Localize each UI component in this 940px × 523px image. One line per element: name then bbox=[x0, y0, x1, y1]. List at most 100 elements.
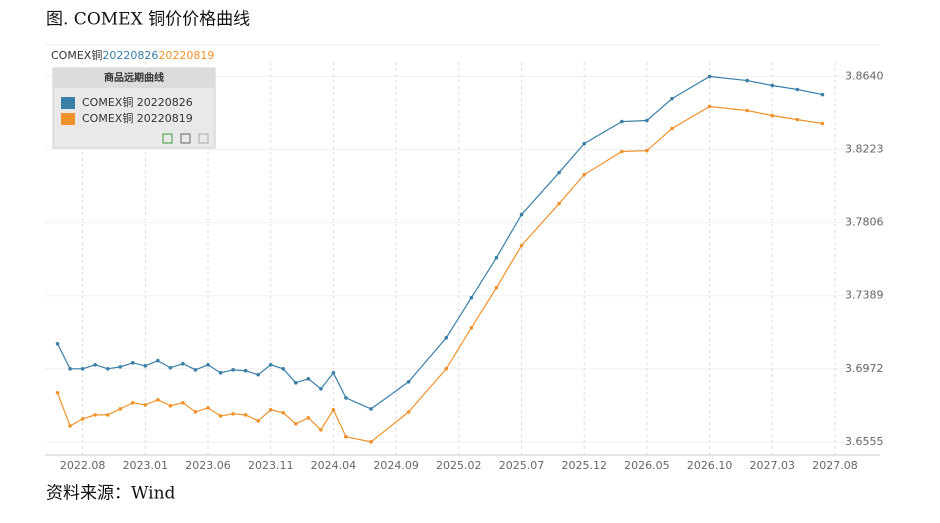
point bbox=[168, 403, 173, 408]
point bbox=[156, 358, 160, 363]
x-tick-label: 2025.02 bbox=[436, 459, 482, 472]
series-line bbox=[56, 105, 823, 443]
point bbox=[281, 410, 286, 415]
point bbox=[243, 368, 248, 373]
x-tick-label: 2022.08 bbox=[60, 459, 106, 472]
point bbox=[68, 366, 72, 371]
y-tick-label: 3.8223 bbox=[845, 143, 884, 156]
point bbox=[795, 87, 800, 92]
point bbox=[745, 78, 750, 83]
point bbox=[645, 118, 649, 123]
point bbox=[143, 364, 148, 368]
y-tick-label: 3.7806 bbox=[845, 216, 884, 229]
x-tick-label: 2027.03 bbox=[750, 459, 796, 472]
point bbox=[494, 285, 499, 290]
point bbox=[181, 400, 185, 405]
point bbox=[444, 335, 449, 340]
point bbox=[105, 413, 110, 417]
point bbox=[670, 96, 674, 101]
point bbox=[406, 379, 411, 384]
point bbox=[268, 362, 273, 367]
point bbox=[93, 362, 97, 367]
point bbox=[331, 407, 336, 412]
point bbox=[293, 422, 298, 426]
point bbox=[319, 386, 323, 391]
point bbox=[306, 376, 311, 381]
point bbox=[268, 407, 273, 412]
point bbox=[118, 365, 123, 369]
point bbox=[80, 417, 85, 421]
point bbox=[181, 361, 185, 366]
point bbox=[118, 407, 123, 411]
point bbox=[770, 113, 775, 118]
point bbox=[306, 416, 311, 420]
point bbox=[344, 396, 348, 400]
point bbox=[557, 170, 561, 175]
point bbox=[243, 413, 248, 417]
plot: 3.6555 3.6972 3.7389 3.7806 3.8223 3.8640 2022… bbox=[45, 62, 884, 472]
point bbox=[369, 440, 373, 444]
point bbox=[80, 366, 85, 371]
point bbox=[820, 92, 825, 97]
legend-header bbox=[53, 68, 215, 88]
point bbox=[519, 243, 524, 248]
header: COMEX铜2022082620220819 bbox=[51, 48, 214, 62]
point bbox=[582, 172, 587, 177]
y-tick-label: 3.8640 bbox=[845, 70, 884, 83]
point bbox=[256, 372, 260, 377]
point bbox=[130, 400, 135, 405]
icon[interactable] bbox=[162, 133, 173, 144]
point bbox=[281, 366, 286, 371]
y-tick-label: 3.7389 bbox=[845, 289, 884, 302]
point bbox=[620, 149, 624, 154]
point bbox=[143, 403, 148, 407]
point bbox=[469, 295, 474, 300]
point bbox=[206, 406, 210, 410]
legend-title: 商品远期曲线 bbox=[104, 71, 164, 84]
x-tick-label: 2025.12 bbox=[561, 459, 607, 472]
point bbox=[494, 255, 499, 260]
point bbox=[331, 371, 336, 375]
chart-title: 图. COMEX 铜价价格曲线 bbox=[46, 10, 250, 30]
point bbox=[406, 410, 411, 414]
point bbox=[319, 427, 323, 432]
point bbox=[645, 148, 649, 153]
legend-items: COMEX铜 20220826 COMEX铜 20220819 bbox=[61, 95, 193, 125]
y-tick-label: 3.6972 bbox=[845, 362, 884, 375]
legend-label: COMEX铜 20220826 bbox=[82, 95, 193, 109]
legend-swatch bbox=[61, 113, 75, 125]
legend-label: COMEX铜 20220819 bbox=[82, 111, 193, 125]
legend: 商品远期曲线 COMEX铜 20220826 COMEX铜 20220819 bbox=[52, 67, 216, 149]
point bbox=[707, 104, 712, 109]
x-tick-label: 2024.09 bbox=[373, 459, 419, 472]
x-tick-label: 2023.01 bbox=[123, 459, 169, 472]
point bbox=[469, 325, 474, 330]
point bbox=[519, 212, 524, 217]
point bbox=[293, 381, 298, 385]
point bbox=[820, 121, 825, 126]
point bbox=[193, 368, 198, 372]
point bbox=[55, 341, 60, 346]
x-tick-label: 2024.04 bbox=[311, 459, 357, 472]
point bbox=[130, 361, 135, 365]
header-prefix: COMEX铜 bbox=[51, 48, 102, 62]
icon[interactable] bbox=[180, 133, 191, 144]
icon[interactable] bbox=[198, 133, 209, 144]
x-tick-label: 2025.07 bbox=[499, 459, 545, 472]
point bbox=[231, 412, 235, 416]
point bbox=[206, 362, 210, 367]
legend-swatch bbox=[61, 97, 75, 109]
point bbox=[344, 434, 348, 439]
y-tick-label: 3.6555 bbox=[845, 435, 884, 448]
point bbox=[193, 410, 198, 414]
series-line bbox=[57, 75, 823, 410]
point bbox=[55, 390, 60, 395]
x-tick-label: 2027.08 bbox=[812, 459, 858, 472]
point bbox=[168, 365, 173, 370]
point bbox=[707, 74, 712, 79]
point bbox=[369, 407, 373, 411]
source: 资料来源：Wind bbox=[46, 484, 176, 504]
point bbox=[770, 83, 775, 88]
header-date: 20220819 bbox=[158, 49, 214, 62]
